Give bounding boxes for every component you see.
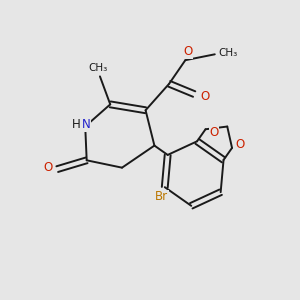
Text: Br: Br: [155, 190, 168, 203]
Text: CH₃: CH₃: [89, 63, 108, 73]
Text: CH₃: CH₃: [218, 48, 238, 58]
Text: H: H: [72, 118, 81, 131]
Text: O: O: [236, 139, 245, 152]
Text: O: O: [44, 161, 53, 174]
Text: O: O: [201, 91, 210, 103]
Text: O: O: [209, 126, 218, 139]
Text: O: O: [184, 45, 193, 58]
Text: N: N: [82, 118, 91, 131]
